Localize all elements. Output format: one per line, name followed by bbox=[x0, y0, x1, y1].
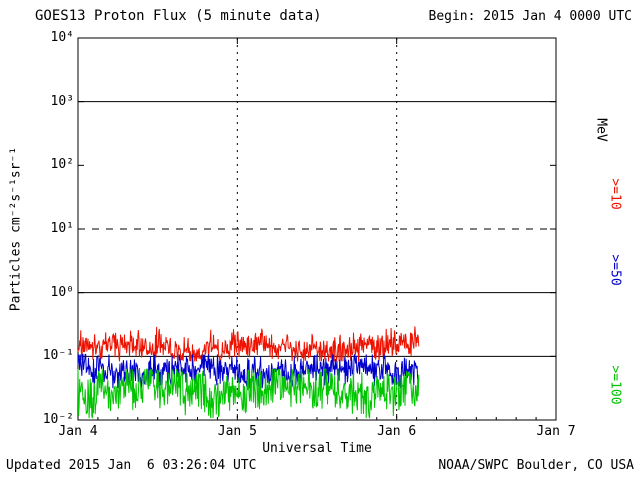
x-tick-label: Jan 7 bbox=[536, 424, 576, 439]
series-line-gte10mev bbox=[77, 326, 420, 364]
chart-title: GOES13 Proton Flux (5 minute data) bbox=[35, 8, 322, 24]
series-line-gte50mev bbox=[77, 353, 420, 389]
y-tick-label: 10⁻² bbox=[42, 412, 74, 427]
y-tick-label: 10⁰ bbox=[50, 284, 74, 300]
x-tick-label: Jan 5 bbox=[217, 424, 257, 439]
series-threshold-label-gte100: >=100 bbox=[607, 365, 623, 405]
y-tick-label: 10³ bbox=[50, 93, 74, 109]
y-tick-label: 10² bbox=[50, 157, 74, 173]
begin-time-label: Begin: 2015 Jan 4 0000 UTC bbox=[428, 9, 633, 24]
x-tick-label: Jan 4 bbox=[58, 424, 98, 439]
data-source-label: NOAA/SWPC Boulder, CO USA bbox=[438, 458, 634, 473]
updated-timestamp: Updated 2015 Jan 6 03:26:04 UTC bbox=[6, 458, 257, 473]
right-unit-label: MeV bbox=[593, 118, 609, 143]
y-axis-label: Particles cm⁻²s⁻¹sr⁻¹ bbox=[8, 146, 24, 312]
y-tick-label: 10¹ bbox=[50, 221, 74, 236]
series-threshold-label-gte10: >=10 bbox=[607, 178, 623, 210]
x-tick-label: Jan 6 bbox=[377, 424, 417, 439]
y-tick-label: 10⁴ bbox=[50, 30, 74, 45]
series-line-gte100mev bbox=[77, 368, 420, 419]
series-threshold-label-gte50: >=50 bbox=[607, 254, 623, 287]
y-tick-label: 10⁻¹ bbox=[42, 348, 74, 364]
x-axis-label: Universal Time bbox=[262, 441, 372, 456]
